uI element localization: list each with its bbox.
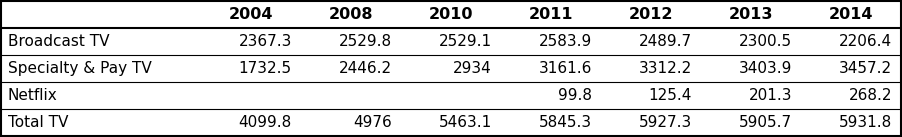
Text: 2529.8: 2529.8 bbox=[339, 34, 392, 49]
Text: 2446.2: 2446.2 bbox=[339, 61, 392, 76]
Text: Total TV: Total TV bbox=[8, 115, 69, 130]
Text: 2367.3: 2367.3 bbox=[238, 34, 292, 49]
Text: 2011: 2011 bbox=[529, 7, 574, 22]
Text: 2004: 2004 bbox=[228, 7, 273, 22]
Text: Netflix: Netflix bbox=[8, 88, 58, 103]
Text: 2206.4: 2206.4 bbox=[839, 34, 892, 49]
Text: 5927.3: 5927.3 bbox=[639, 115, 692, 130]
Text: 4976: 4976 bbox=[354, 115, 392, 130]
Text: 2300.5: 2300.5 bbox=[739, 34, 792, 49]
Text: 5931.8: 5931.8 bbox=[839, 115, 892, 130]
Text: 2013: 2013 bbox=[729, 7, 773, 22]
Text: 3312.2: 3312.2 bbox=[639, 61, 692, 76]
Text: 5463.1: 5463.1 bbox=[438, 115, 492, 130]
Text: 5845.3: 5845.3 bbox=[539, 115, 592, 130]
Text: 2529.1: 2529.1 bbox=[439, 34, 492, 49]
Text: 201.3: 201.3 bbox=[749, 88, 792, 103]
Text: 2934: 2934 bbox=[454, 61, 492, 76]
Text: Broadcast TV: Broadcast TV bbox=[8, 34, 109, 49]
Text: 5905.7: 5905.7 bbox=[739, 115, 792, 130]
Text: 2012: 2012 bbox=[629, 7, 674, 22]
Text: 2014: 2014 bbox=[829, 7, 873, 22]
Text: 3161.6: 3161.6 bbox=[538, 61, 592, 76]
Text: 1732.5: 1732.5 bbox=[239, 61, 292, 76]
Text: 3457.2: 3457.2 bbox=[839, 61, 892, 76]
Text: Specialty & Pay TV: Specialty & Pay TV bbox=[8, 61, 152, 76]
Text: 125.4: 125.4 bbox=[649, 88, 692, 103]
Text: 4099.8: 4099.8 bbox=[239, 115, 292, 130]
Text: 3403.9: 3403.9 bbox=[739, 61, 792, 76]
Text: 2010: 2010 bbox=[428, 7, 474, 22]
Text: 2583.9: 2583.9 bbox=[538, 34, 592, 49]
Text: 268.2: 268.2 bbox=[849, 88, 892, 103]
Text: 99.8: 99.8 bbox=[558, 88, 592, 103]
Text: 2008: 2008 bbox=[328, 7, 373, 22]
Text: 2489.7: 2489.7 bbox=[639, 34, 692, 49]
